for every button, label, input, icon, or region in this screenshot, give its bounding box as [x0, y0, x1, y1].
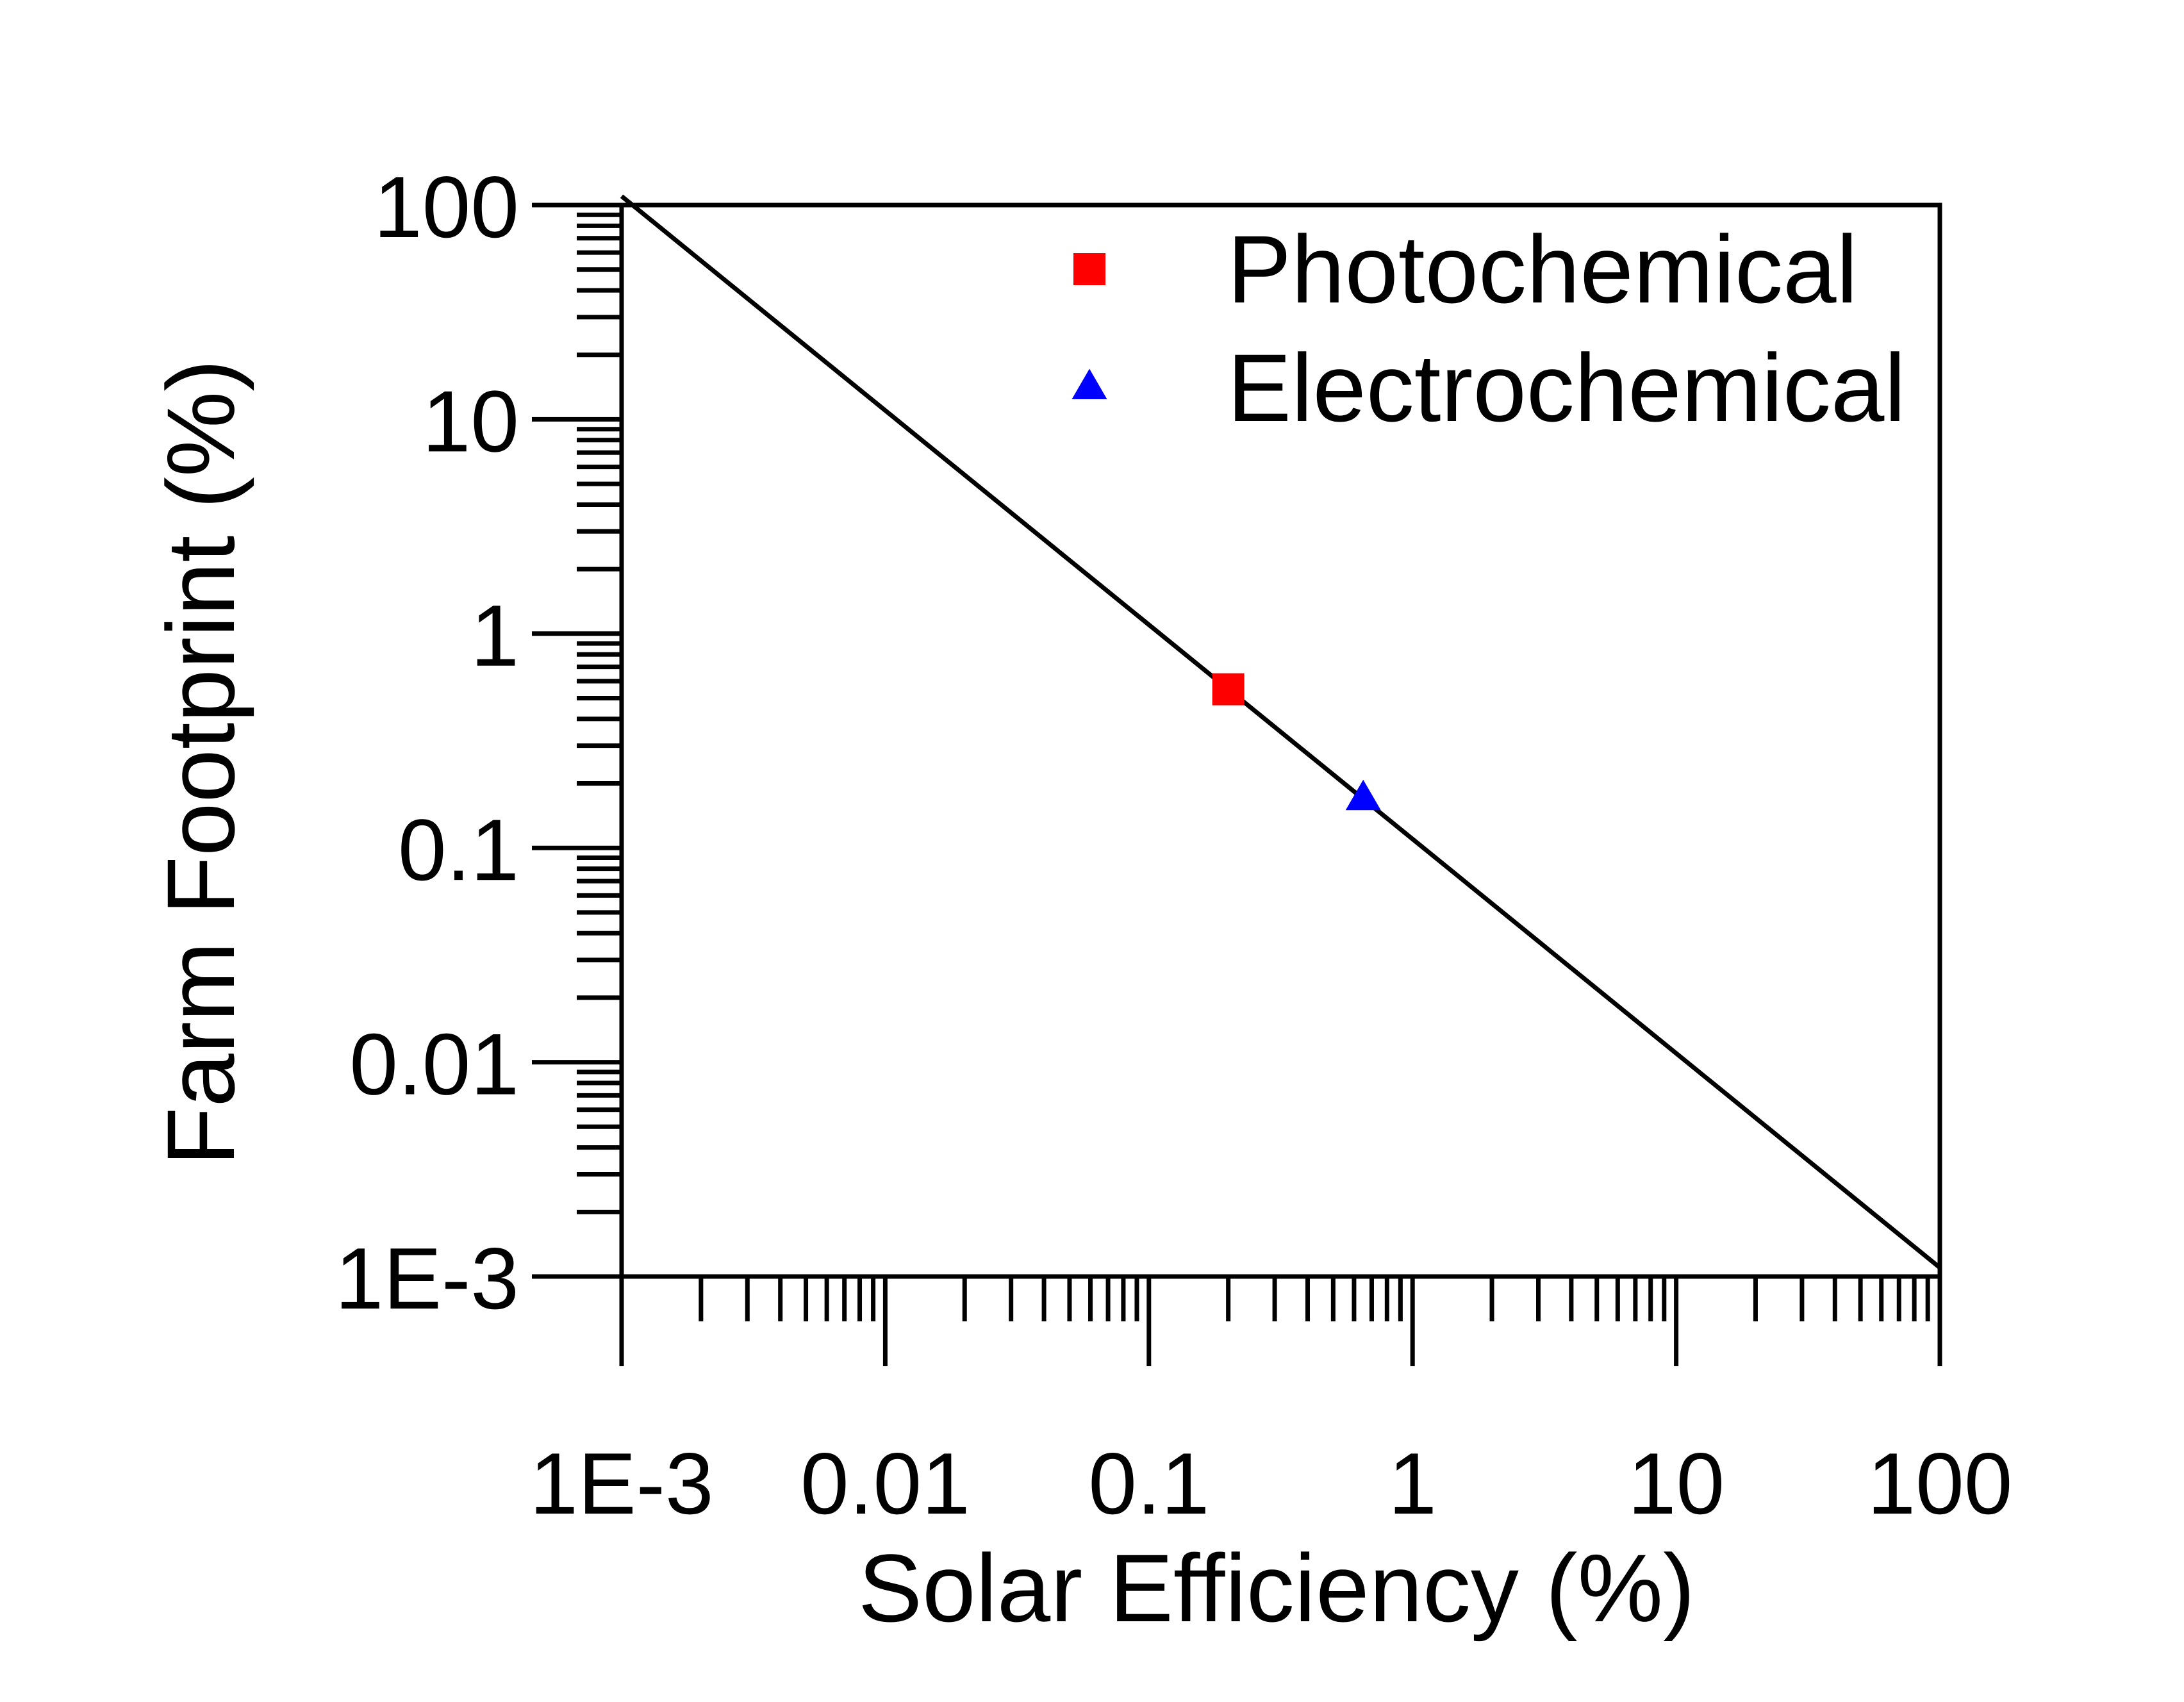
legend-photochemical-marker: [1073, 253, 1105, 285]
x-tick-label: 0.01: [800, 1435, 970, 1532]
y-axis-title: Farm Footprint (%): [147, 359, 254, 1166]
x-tick-label: 1: [1388, 1435, 1437, 1532]
trend-line: [620, 194, 1942, 1269]
y-tick-label: 1E-3: [335, 1230, 519, 1327]
data-markers: [1212, 673, 1381, 811]
y-tick-label: 0.1: [398, 801, 519, 898]
x-tick-label: 1E-3: [529, 1435, 713, 1532]
y-tick-label: 0.01: [349, 1016, 519, 1113]
y-tick-label: 1: [470, 587, 519, 684]
legend-photochemical-label: Photochemical: [1227, 215, 1858, 323]
x-axis-ticks: [619, 1276, 1942, 1366]
x-tick-label: 10: [1628, 1435, 1725, 1532]
x-tick-labels: 1E-3 0.01 0.1 1 10 100: [529, 1435, 2012, 1532]
legend-electrochemical-label: Electrochemical: [1227, 334, 1906, 442]
legend-electrochemical-marker: [1071, 368, 1107, 400]
y-tick-labels: 100 10 1 0.1 0.01 1E-3: [335, 158, 519, 1327]
y-tick-label: 100: [374, 158, 519, 256]
y-tick-label: 10: [422, 372, 519, 470]
x-tick-label: 100: [1867, 1435, 2013, 1532]
plot-frame: [619, 202, 1942, 1279]
x-tick-label: 0.1: [1088, 1435, 1209, 1532]
x-axis-title: Solar Efficiency (%): [858, 1534, 1695, 1642]
y-axis-ticks: [532, 202, 622, 1279]
electrochemical-marker: [1345, 779, 1381, 811]
legend: Photochemical Electrochemical: [1071, 215, 1906, 442]
photochemical-marker: [1212, 673, 1245, 706]
